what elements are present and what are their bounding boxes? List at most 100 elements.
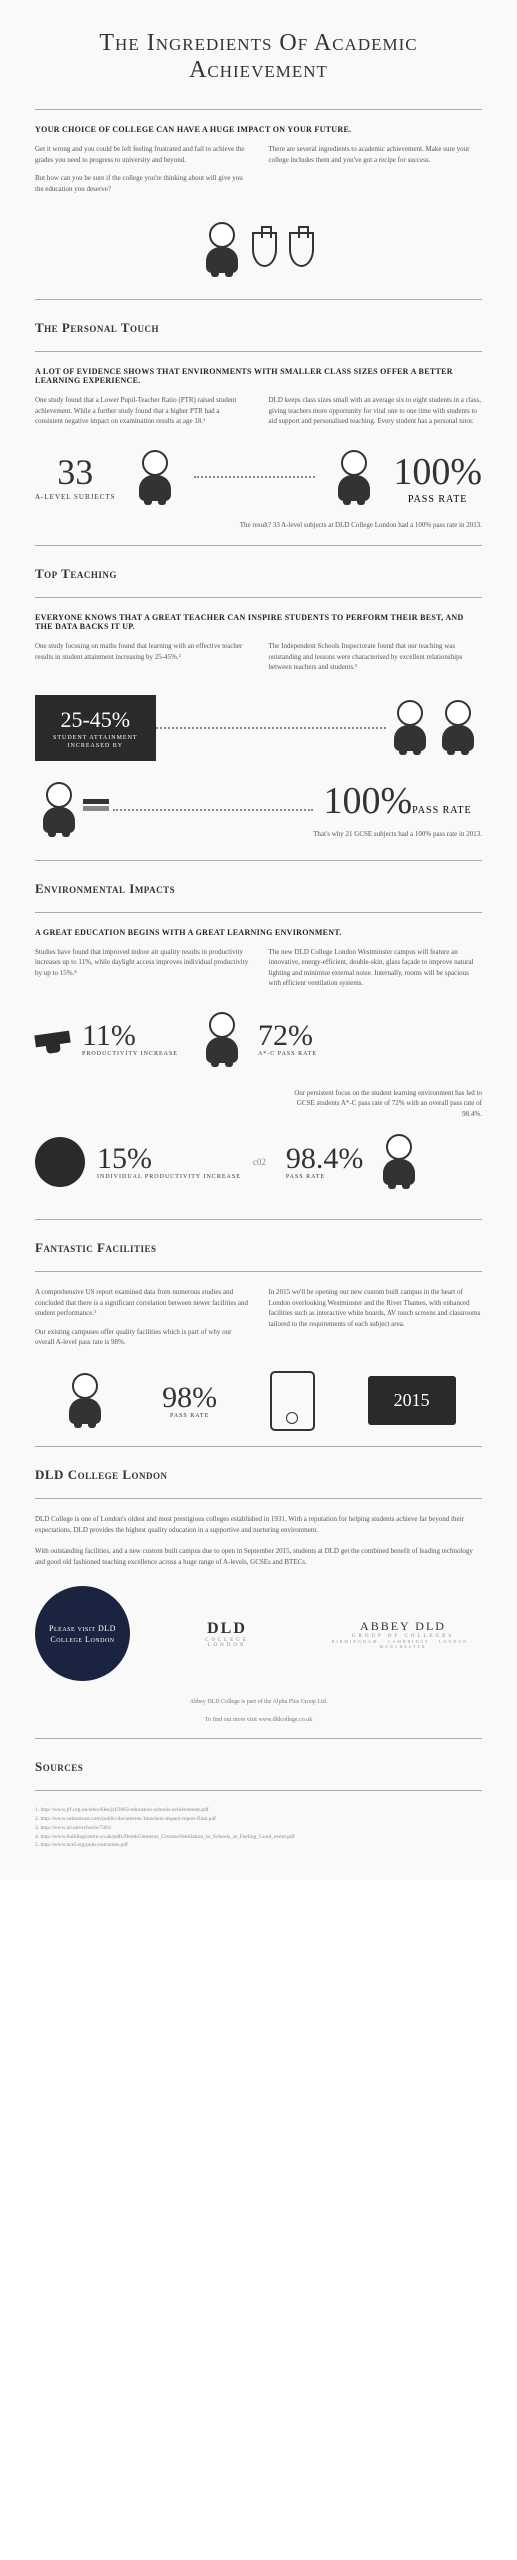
source-2: 2. http://www.suttontrust.com/public/doc… (35, 1815, 482, 1824)
teaching-bold: Everyone knows that a great teacher can … (35, 613, 482, 631)
env-stat-984: 98.4% PASS RATE (286, 1134, 424, 1189)
character-icon (391, 700, 429, 755)
divider (35, 109, 482, 110)
character-icon (203, 1012, 241, 1067)
divider (35, 1498, 482, 1499)
stat-pass-rate: 100% PASS RATE (393, 450, 482, 505)
env-11-lbl: PRODUCTIVITY INCREASE (82, 1051, 178, 1057)
personal-bold: A lot of evidence shows that environment… (35, 367, 482, 385)
teaching-left-text: One study focusing on maths found that l… (35, 641, 249, 662)
circle-icon (35, 1137, 85, 1187)
divider (35, 351, 482, 352)
env-left: Studies have found that improved indoor … (35, 947, 249, 997)
flask-icon (289, 232, 314, 267)
source-3: 3. http://www.isi.net/schools/7381/ (35, 1824, 482, 1833)
facil-left-p1: A comprehensive US report examined data … (35, 1287, 249, 1319)
logo2-sub2: BIRMINGHAM · CAMBRIDGE · LONDON · MANCHE… (324, 1639, 482, 1649)
divider (35, 1790, 482, 1791)
facil-left-p2: Our existing campuses offer quality faci… (35, 1327, 249, 1348)
teaching-100: 100% (323, 780, 412, 822)
personal-right-text: DLD keeps class sizes small with an aver… (269, 395, 483, 427)
env-right-text: The new DLD College London Westminster c… (269, 947, 483, 989)
teaching-pass-lbl: PASS RATE (412, 805, 472, 816)
character-icon (335, 450, 373, 505)
dotted-line (113, 809, 313, 811)
stat-subjects: 33 A-LEVEL SUBJECTS (35, 454, 116, 501)
divider (35, 1738, 482, 1739)
teaching-columns: One study focusing on maths found that l… (35, 641, 482, 681)
personal-right: DLD keeps class sizes small with an aver… (269, 395, 483, 435)
divider (35, 597, 482, 598)
dld-p1: DLD College is one of London's oldest an… (35, 1514, 482, 1536)
visit-circle: Please visit DLD College London (35, 1586, 130, 1681)
source-1: 1. http://www.jrf.org.uk/sites/files/jrf… (35, 1806, 482, 1815)
divider (35, 912, 482, 913)
sources-list: 1. http://www.jrf.org.uk/sites/files/jrf… (35, 1806, 482, 1850)
infographic-container: The Ingredients Of Academic Achievement … (0, 0, 517, 1880)
section-title-sources: Sources (35, 1759, 482, 1775)
intro-left: Get it wrong and you could be left feeli… (35, 144, 249, 202)
env-stats-row2: 15% INDIVIDUAL PRODUCTIVITY INCREASE c02… (35, 1119, 482, 1204)
character-icon (439, 700, 477, 755)
section-title-personal: The Personal Touch (35, 320, 482, 336)
attain-num: 25-45% (53, 707, 138, 733)
character-icon (66, 1373, 104, 1428)
divider (35, 860, 482, 861)
teaching-result: That's why 21 GCSE subjects had a 100% p… (313, 829, 482, 840)
logos-row: Please visit DLD College London DLD COLL… (35, 1586, 482, 1681)
dotted-line (194, 476, 316, 478)
facil-stats: 98% PASS RATE 2015 (35, 1371, 482, 1431)
env-15-lbl: INDIVIDUAL PRODUCTIVITY INCREASE (97, 1174, 241, 1180)
intro-right: There are several ingredients to academi… (269, 144, 483, 202)
facil-right-text: In 2015 we'll be opening our new custom … (269, 1287, 483, 1329)
env-stat-11: 11% PRODUCTIVITY INCREASE (35, 1012, 178, 1067)
divider (35, 545, 482, 546)
section-title-facil: Fantastic Facilities (35, 1240, 482, 1256)
env-72-num: 72% (258, 1021, 317, 1051)
env-11-num: 11% (82, 1021, 178, 1051)
env-stat-72: 72% A*-C PASS RATE (198, 1012, 317, 1067)
co2-label: c02 (253, 1157, 266, 1167)
stat-33-label: A-LEVEL SUBJECTS (35, 493, 116, 501)
dotted-line (156, 727, 386, 729)
personal-stats: 33 A-LEVEL SUBJECTS 100% PASS RATE (35, 450, 482, 505)
logo-abbey: ABBEY DLD GROUP OF COLLEGES BIRMINGHAM ·… (324, 1619, 482, 1649)
env-right: The new DLD College London Westminster c… (269, 947, 483, 997)
env-stats-row1: 11% PRODUCTIVITY INCREASE 72% A*-C PASS … (35, 997, 482, 1082)
intro-columns: Get it wrong and you could be left feeli… (35, 144, 482, 202)
teaching-pass-rate: 100%PASS RATE That's why 21 GCSE subject… (313, 779, 482, 840)
flask-icon (252, 232, 277, 267)
dld-p2: With outstanding facilities, and a new c… (35, 1546, 482, 1568)
pass-label: PASS RATE (393, 494, 482, 505)
env-984-num: 98.4% (286, 1144, 364, 1174)
character-icon (203, 222, 241, 277)
facil-pass: 98% PASS RATE (162, 1383, 217, 1419)
teaching-right-text: The Independent Schools Inspectorate fou… (269, 641, 483, 673)
section-title-env: Environmental Impacts (35, 881, 482, 897)
teaching-right: The Independent Schools Inspectorate fou… (269, 641, 483, 681)
section-title-teaching: Top Teaching (35, 566, 482, 582)
env-left-text: Studies have found that improved indoor … (35, 947, 249, 979)
intro-illustration (35, 214, 482, 284)
intro-left-p1: Get it wrong and you could be left feeli… (35, 144, 249, 165)
intro-right-p1: There are several ingredients to academi… (269, 144, 483, 165)
intro-bold: Your choice of college can have a huge i… (35, 125, 482, 134)
url-note: To find out more visit www.dldcollege.co… (35, 1717, 482, 1723)
divider (35, 1271, 482, 1272)
env-bold: A great education begins with a great le… (35, 928, 482, 937)
env-mid-text: Our persistent focus on the student lear… (282, 1088, 482, 1120)
section-title-dld: DLD College London (35, 1467, 482, 1483)
year-box: 2015 (368, 1376, 456, 1425)
env-stat-15: 15% INDIVIDUAL PRODUCTIVITY INCREASE c02 (35, 1134, 266, 1189)
tablet-icon (270, 1371, 315, 1431)
abbey-note: Abbey DLD College is part of the Alpha P… (35, 1699, 482, 1705)
attainment-box: 25-45% STUDENT ATTAINMENT INCREASED BY (35, 695, 156, 761)
gradcap-icon (34, 1031, 70, 1048)
env-72-lbl: A*-C PASS RATE (258, 1051, 317, 1057)
facil-98-num: 98% (162, 1383, 217, 1413)
divider (35, 1219, 482, 1220)
personal-columns: One study found that a Lower Pupil-Teach… (35, 395, 482, 435)
attain-lbl1: STUDENT ATTAINMENT (53, 735, 138, 741)
books-icon (83, 799, 113, 821)
facil-left: A comprehensive US report examined data … (35, 1287, 249, 1356)
